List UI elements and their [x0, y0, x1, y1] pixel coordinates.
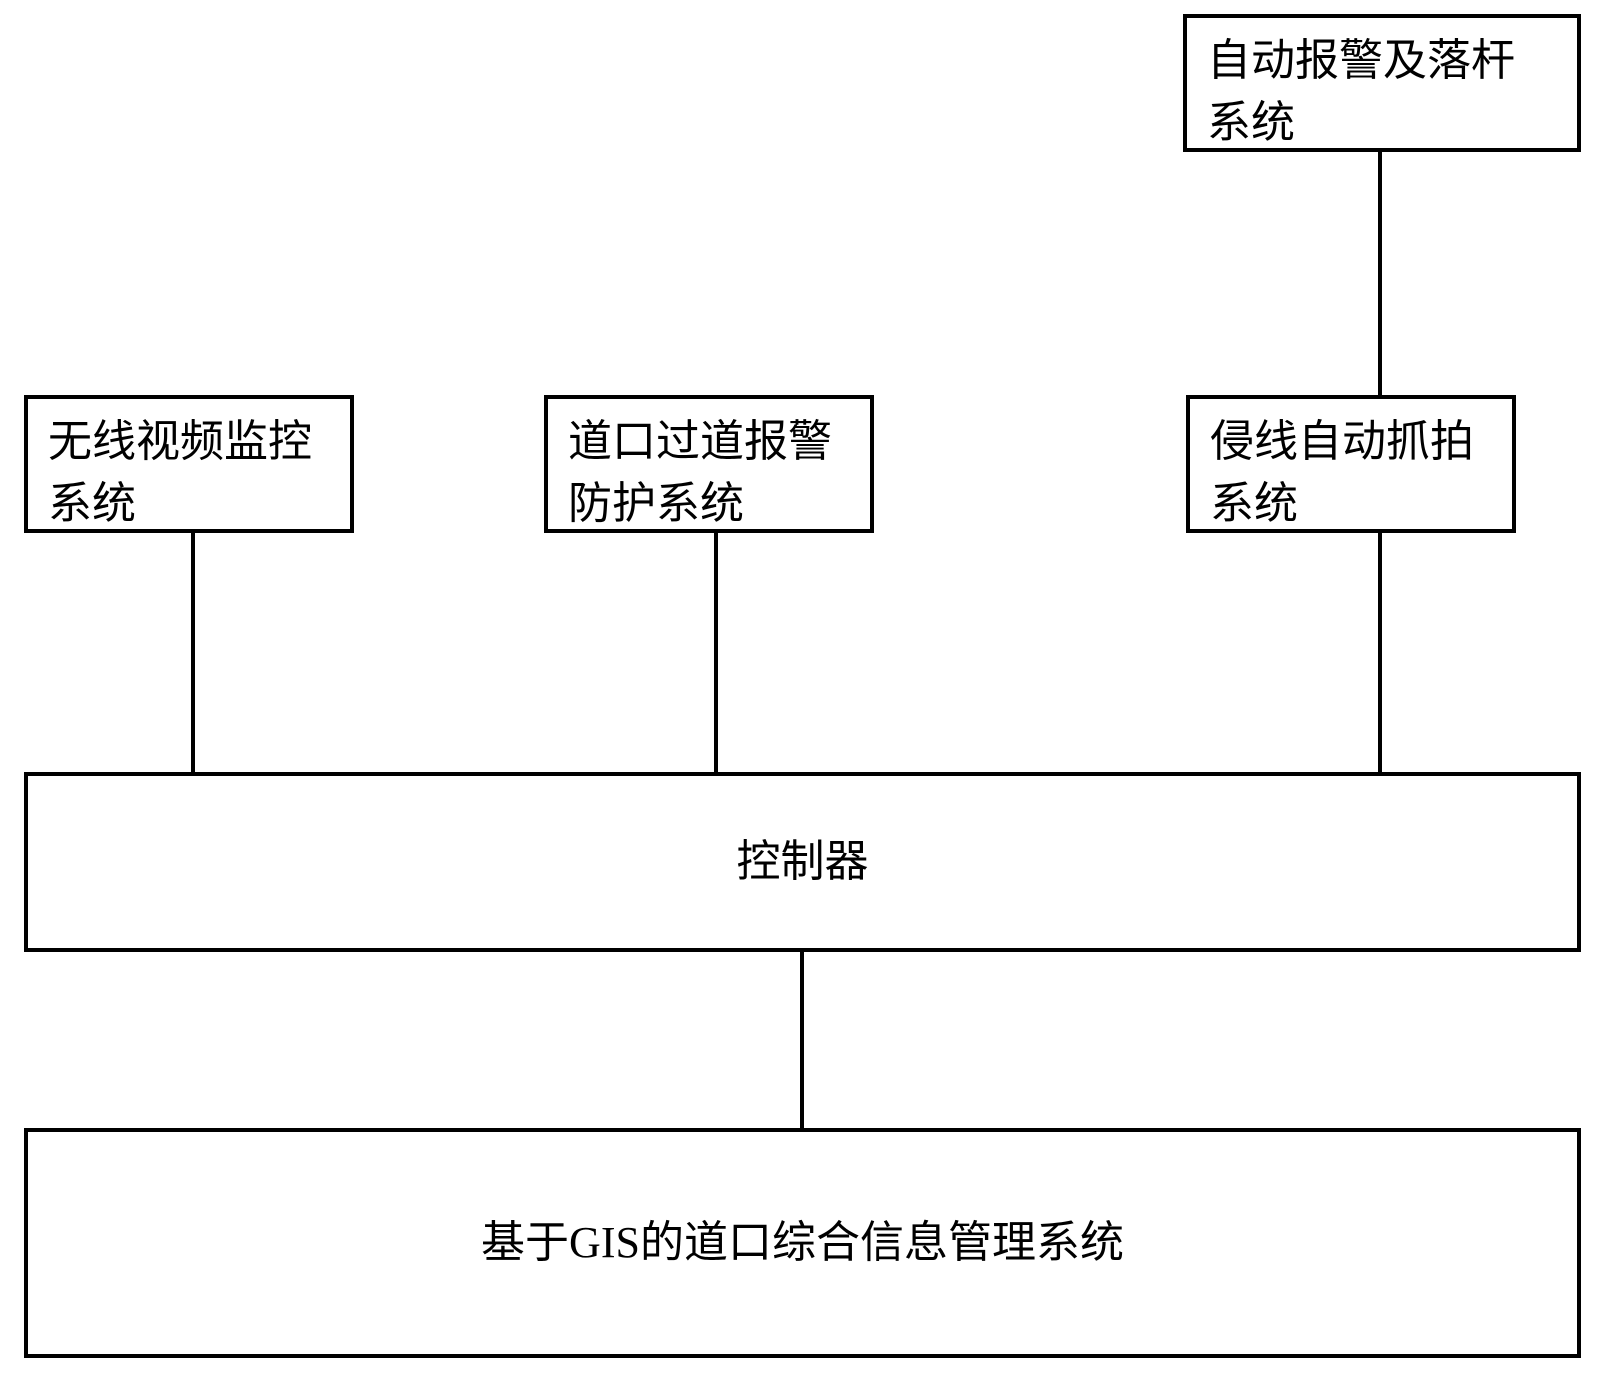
- box-label: 自动报警及落杆系统: [1207, 30, 1557, 153]
- box-controller: 控制器: [24, 772, 1581, 952]
- system-architecture-diagram: 自动报警及落杆系统 无线视频监控系统 道口过道报警防护系统 侵线自动抓拍系统 控…: [0, 0, 1612, 1379]
- box-gis-integrated-info-management-system: 基于GIS的道口综合信息管理系统: [24, 1128, 1581, 1358]
- box-crossing-alarm-protection-system: 道口过道报警防护系统: [544, 395, 874, 533]
- box-label: 侵线自动抓拍系统: [1210, 411, 1492, 534]
- box-label: 道口过道报警防护系统: [568, 411, 850, 534]
- box-auto-alarm-barrier-system: 自动报警及落杆系统: [1183, 14, 1581, 152]
- box-wireless-video-monitoring-system: 无线视频监控系统: [24, 395, 354, 533]
- edge-controller-to-bottom: [800, 952, 804, 1128]
- edge-midleft-to-controller: [191, 533, 195, 772]
- box-label: 控制器: [737, 831, 869, 893]
- edge-midright-to-controller: [1378, 533, 1382, 772]
- box-intrusion-auto-capture-system: 侵线自动抓拍系统: [1186, 395, 1516, 533]
- box-label: 基于GIS的道口综合信息管理系统: [481, 1212, 1124, 1274]
- edge-midcenter-to-controller: [714, 533, 718, 772]
- box-label: 无线视频监控系统: [48, 411, 330, 534]
- edge-top-to-midright: [1378, 152, 1382, 395]
